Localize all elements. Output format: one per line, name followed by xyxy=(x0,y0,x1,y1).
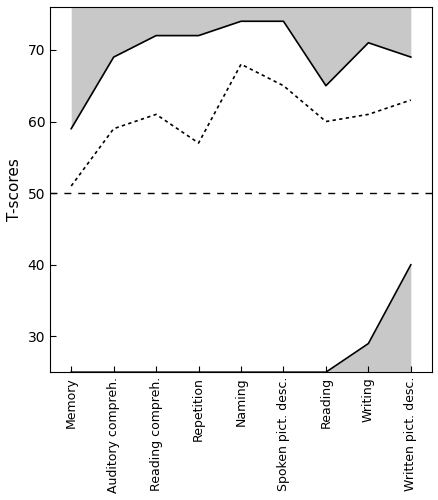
Y-axis label: T-scores: T-scores xyxy=(7,158,22,221)
